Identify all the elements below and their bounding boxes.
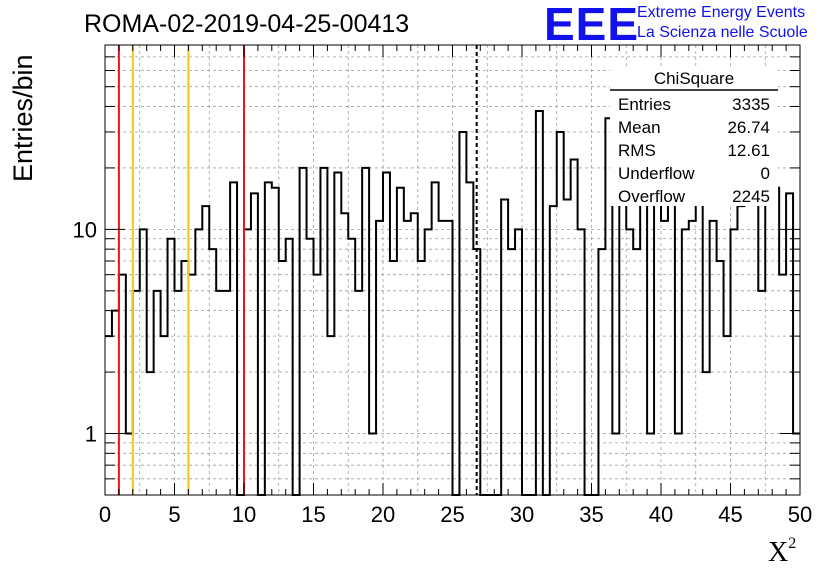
- logo-caption-line2: La Scienza nelle Scuole: [637, 24, 808, 41]
- stats-row-value: 3335: [732, 95, 770, 114]
- x-tick-label: 25: [440, 502, 464, 527]
- stats-row-value: 2245: [732, 187, 770, 206]
- reference-lines-layer: [117, 45, 478, 495]
- eee-logo: EEE: [544, 0, 640, 50]
- x-axis-label: X2: [768, 534, 797, 569]
- histogram-bin: [682, 229, 689, 495]
- histogram-bin: [362, 168, 369, 495]
- histogram-bin: [334, 172, 341, 495]
- x-tick-label: 40: [649, 502, 673, 527]
- histogram-bin: [140, 229, 147, 495]
- x-tick-label: 30: [510, 502, 534, 527]
- histogram-bin: [661, 221, 668, 495]
- histogram-bin: [168, 239, 175, 495]
- logo-caption-line1: Extreme Energy Events: [637, 4, 806, 21]
- axis-ticks-layer: [104, 44, 801, 495]
- histogram-bin: [320, 168, 327, 495]
- run-title: ROMA-02-2019-04-25-00413: [84, 10, 410, 38]
- histogram-bin: [188, 275, 195, 495]
- histogram-bin: [446, 221, 453, 495]
- histogram-bin: [286, 239, 293, 495]
- histogram-bin: [307, 239, 314, 495]
- y-tick-label: 10: [73, 217, 97, 242]
- histogram-bin: [181, 261, 188, 495]
- histogram-bin: [175, 291, 182, 495]
- histogram-bin: [564, 200, 571, 495]
- histogram-bin: [439, 221, 446, 495]
- histogram-bin: [578, 229, 585, 495]
- stats-row-label: Underflow: [618, 164, 695, 183]
- histogram-bin: [689, 221, 696, 495]
- histogram-bin: [348, 239, 355, 495]
- histogram-bin: [272, 188, 279, 495]
- histogram-bin: [244, 229, 251, 495]
- histogram-bin: [195, 229, 202, 495]
- histogram-bin: [376, 221, 383, 495]
- stats-box-name: ChiSquare: [654, 69, 734, 88]
- histogram-bin: [459, 132, 466, 495]
- histogram-bin: [571, 159, 578, 495]
- x-tick-label: 50: [788, 502, 812, 527]
- x-tick-label: 5: [168, 502, 180, 527]
- histogram-bin: [758, 291, 765, 495]
- histogram-bin: [557, 132, 564, 495]
- histogram-bin: [119, 275, 126, 495]
- histogram-bin: [383, 172, 390, 495]
- stats-row-value: 12.61: [727, 141, 770, 160]
- histogram-bin: [772, 188, 779, 495]
- x-axis-label-superscript: 2: [788, 534, 797, 552]
- histogram-bin: [327, 336, 334, 495]
- stats-row-label: RMS: [618, 141, 656, 160]
- histogram-bin: [223, 291, 230, 495]
- histogram-bin: [626, 229, 633, 495]
- histogram-bin: [717, 261, 724, 495]
- histogram-layer: [105, 110, 800, 496]
- histogram-bin: [397, 188, 404, 495]
- histogram-bin: [133, 291, 140, 495]
- histogram-bin: [105, 336, 112, 495]
- histogram-bin: [501, 200, 508, 495]
- histogram-bin: [390, 261, 397, 495]
- x-tick-label: 0: [99, 502, 111, 527]
- stats-row-label: Entries: [618, 95, 671, 114]
- histogram-bin: [731, 229, 738, 495]
- histogram-bin: [404, 221, 411, 495]
- stats-box: ChiSquare Entries 3335 Mean 26.74 RMS 12.61 Un…: [610, 66, 778, 206]
- histogram-bin: [536, 111, 543, 495]
- histogram-bin: [779, 275, 786, 495]
- x-tick-label: 35: [579, 502, 603, 527]
- stats-row-label: Overflow: [618, 187, 686, 206]
- histogram-bin: [279, 261, 286, 495]
- histogram-bin: [515, 229, 522, 495]
- histogram-bin: [724, 336, 731, 495]
- histogram-bin: [154, 291, 161, 495]
- histogram-bin: [300, 168, 307, 495]
- histogram-outline: [105, 110, 800, 496]
- histogram-bin: [216, 291, 223, 495]
- x-axis-label-text: X: [768, 537, 789, 568]
- stats-row-label: Mean: [618, 118, 661, 137]
- x-tick-label: 10: [232, 502, 256, 527]
- histogram-bin: [411, 213, 418, 495]
- histogram-bin: [112, 311, 119, 495]
- stats-row-value: 0: [761, 164, 770, 183]
- histogram-bin: [314, 275, 321, 495]
- x-tick-label: 15: [301, 502, 325, 527]
- histogram-bin: [418, 261, 425, 495]
- stats-row-value: 26.74: [727, 118, 770, 137]
- histogram-bin: [161, 336, 168, 495]
- x-tick-label: 20: [371, 502, 395, 527]
- x-tick-label: 45: [718, 502, 742, 527]
- histogram-bin: [341, 213, 348, 495]
- tick-labels-layer: 0 5 10 15 20 25 30 35 40 45 50 1 10: [73, 217, 813, 527]
- y-axis-label: Entries/bin: [8, 54, 38, 182]
- histogram-bin: [355, 291, 362, 495]
- histogram-bin: [710, 221, 717, 495]
- histogram-bin: [425, 229, 432, 495]
- y-tick-label: 1: [85, 422, 97, 447]
- logo-caption: Extreme Energy Events La Scienza nelle S…: [637, 3, 808, 43]
